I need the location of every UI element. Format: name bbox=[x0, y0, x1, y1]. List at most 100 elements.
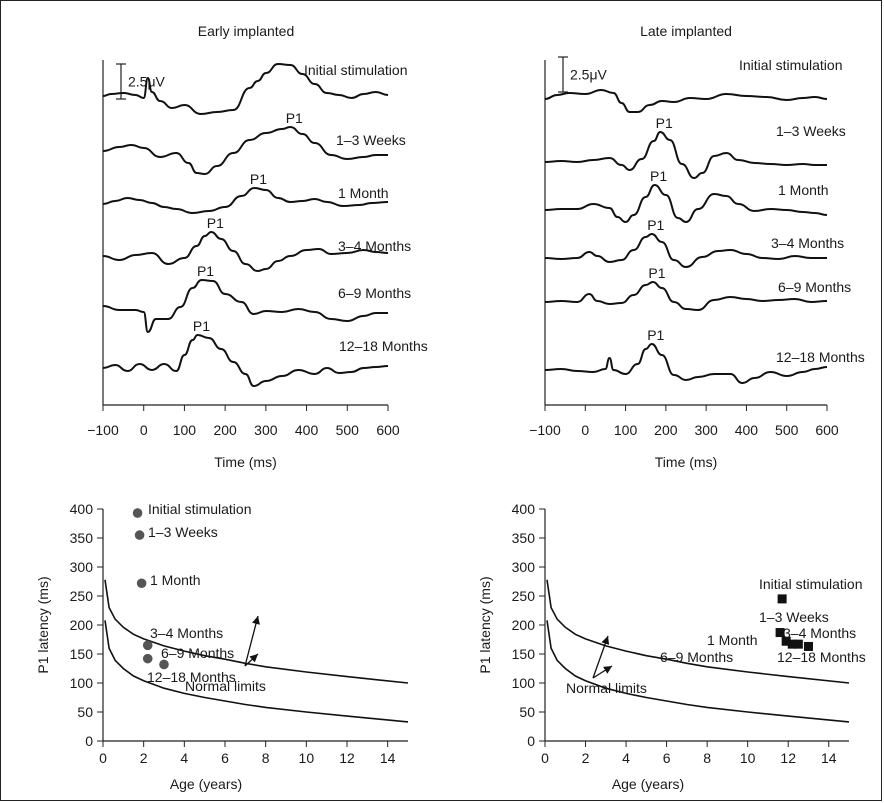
x-tick-label: 0 bbox=[99, 750, 107, 766]
p1-peak-label: P1 bbox=[193, 318, 210, 334]
x-tick-label: 10 bbox=[299, 750, 315, 766]
x-tick-label: 200 bbox=[654, 422, 678, 438]
trace-3-4-months bbox=[102, 231, 389, 272]
x-tick-label: 2 bbox=[582, 750, 590, 766]
normal-limits-arrowhead-up bbox=[252, 616, 260, 625]
point-label-3-4-months: 3–4 Months bbox=[150, 625, 223, 641]
trace-label-3-4-months: 3–4 Months bbox=[338, 238, 411, 254]
y-tick-label: 300 bbox=[70, 559, 94, 575]
x-tick-label: 500 bbox=[336, 422, 360, 438]
x-tick-label: 500 bbox=[775, 422, 799, 438]
trace-label-1-month: 1 Month bbox=[338, 185, 389, 201]
data-point-3-4-months bbox=[787, 639, 797, 649]
point-label-6-9-months: 6–9 Months bbox=[161, 645, 234, 661]
trace-6-9-months bbox=[544, 281, 828, 311]
panel-top-right-waveforms: Late implanted −100 0 100 200 300 400 500 600 Tim… bbox=[529, 23, 865, 470]
trace-12-18-months bbox=[544, 343, 828, 384]
scale-bar-label: 2.5μV bbox=[570, 67, 608, 83]
x-tick-label: 4 bbox=[180, 750, 188, 766]
p1-peak-label: P1 bbox=[650, 168, 667, 184]
trace-1-3-weeks bbox=[544, 131, 827, 179]
trace-label-12-18-months: 12–18 Months bbox=[339, 338, 428, 354]
trace-1-3-weeks bbox=[102, 126, 388, 175]
point-label-initial-stimulation: Initial stimulation bbox=[148, 501, 252, 517]
data-point-12-18-months bbox=[159, 659, 169, 670]
point-label-1-month: 1 Month bbox=[707, 632, 758, 648]
x-tick-label: 0 bbox=[140, 422, 148, 438]
point-label-1-3-weeks: 1–3 Weeks bbox=[759, 609, 829, 625]
trace-label-initial-stimulation: Initial stimulation bbox=[304, 62, 408, 78]
trace-initial-stimulation bbox=[102, 63, 389, 115]
data-point-6-9-months bbox=[142, 653, 153, 664]
y-tick-label: 250 bbox=[70, 588, 94, 604]
x-axis-label: Time (ms) bbox=[655, 454, 717, 470]
normal-limits-label: Normal limits bbox=[185, 678, 266, 694]
trace-label-6-9-months: 6–9 Months bbox=[338, 285, 411, 301]
x-tick-label: 0 bbox=[541, 750, 549, 766]
y-tick-label: 100 bbox=[512, 675, 536, 691]
point-label-1-3-weeks: 1–3 Weeks bbox=[148, 524, 218, 540]
y-tick-label: 100 bbox=[70, 675, 94, 691]
x-tick-label: 2 bbox=[140, 750, 148, 766]
p1-peak-label: P1 bbox=[647, 327, 664, 343]
point-label-initial-stimulation: Initial stimulation bbox=[759, 576, 863, 592]
normal-limit-upper-curve bbox=[546, 579, 850, 684]
y-tick-label: 50 bbox=[519, 704, 535, 720]
x-tick-label: 8 bbox=[262, 750, 270, 766]
p1-peak-label: P1 bbox=[647, 217, 664, 233]
y-tick-label: 350 bbox=[512, 530, 536, 546]
trace-1-month bbox=[102, 187, 389, 214]
data-point-initial-stimulation bbox=[777, 594, 787, 604]
y-tick-label: 0 bbox=[85, 733, 93, 749]
trace-label-3-4-months: 3–4 Months bbox=[771, 235, 844, 251]
y-tick-label: 400 bbox=[512, 501, 536, 517]
x-tick-label: 12 bbox=[780, 750, 796, 766]
normal-limits-label: Normal limits bbox=[566, 680, 647, 696]
x-tick-label: 600 bbox=[376, 422, 400, 438]
normal-limit-lower-curve bbox=[104, 620, 409, 723]
trace-3-4-months bbox=[544, 233, 827, 268]
x-tick-label: 4 bbox=[622, 750, 630, 766]
x-tick-label: 100 bbox=[614, 422, 638, 438]
x-axis-label: Age (years) bbox=[170, 776, 242, 792]
y-tick-label: 150 bbox=[512, 646, 536, 662]
panel-title: Early implanted bbox=[198, 23, 295, 39]
point-label-1-month: 1 Month bbox=[150, 572, 201, 588]
point-label-12-18-months: 12–18 Months bbox=[147, 669, 236, 685]
x-tick-label: 6 bbox=[663, 750, 671, 766]
x-tick-label: 8 bbox=[703, 750, 711, 766]
trace-label-1-month: 1 Month bbox=[778, 182, 829, 198]
p1-peak-label: P1 bbox=[656, 115, 673, 131]
x-tick-label: 200 bbox=[213, 422, 237, 438]
y-tick-label: 300 bbox=[512, 559, 536, 575]
trace-initial-stimulation bbox=[544, 89, 828, 113]
panel-bottom-left-scatter: 0 50 100 150 200 250 300 350 400 0 2 4 6 8 10 12 14 Age (… bbox=[35, 501, 409, 792]
x-tick-label: 6 bbox=[221, 750, 229, 766]
y-tick-label: 150 bbox=[70, 646, 94, 662]
p1-peak-label: P1 bbox=[197, 263, 214, 279]
data-point-1-month bbox=[136, 578, 147, 589]
panel-top-left-waveforms: Early implanted −100 0 100 200 300 400 500 600 Ti… bbox=[87, 23, 428, 470]
y-tick-label: 400 bbox=[70, 501, 94, 517]
x-tick-label: 100 bbox=[173, 422, 197, 438]
x-tick-label: 600 bbox=[815, 422, 839, 438]
p1-peak-label: P1 bbox=[648, 265, 665, 281]
y-tick-label: 200 bbox=[512, 617, 536, 633]
trace-12-18-months bbox=[102, 334, 389, 387]
y-tick-label: 250 bbox=[512, 588, 536, 604]
point-label-12-18-months: 12–18 Months bbox=[777, 649, 866, 665]
data-point-1-month bbox=[781, 636, 791, 646]
normal-limits-arrowhead-up bbox=[601, 636, 610, 645]
x-tick-label: 300 bbox=[254, 422, 278, 438]
x-tick-label: 400 bbox=[295, 422, 319, 438]
x-tick-label: 400 bbox=[735, 422, 759, 438]
panel-bottom-right-scatter: 0 50 100 150 200 250 300 350 400 0 2 4 6 8 10 12 14 Age (… bbox=[477, 501, 866, 792]
normal-limit-upper-curve bbox=[104, 579, 409, 684]
trace-label-1-3-weeks: 1–3 Weeks bbox=[776, 123, 846, 139]
trace-1-month bbox=[544, 184, 828, 223]
y-tick-label: 350 bbox=[70, 530, 94, 546]
normal-limits-arrow-up bbox=[244, 615, 259, 667]
trace-label-initial-stimulation: Initial stimulation bbox=[739, 57, 843, 73]
y-axis-label: P1 latency (ms) bbox=[477, 576, 493, 673]
